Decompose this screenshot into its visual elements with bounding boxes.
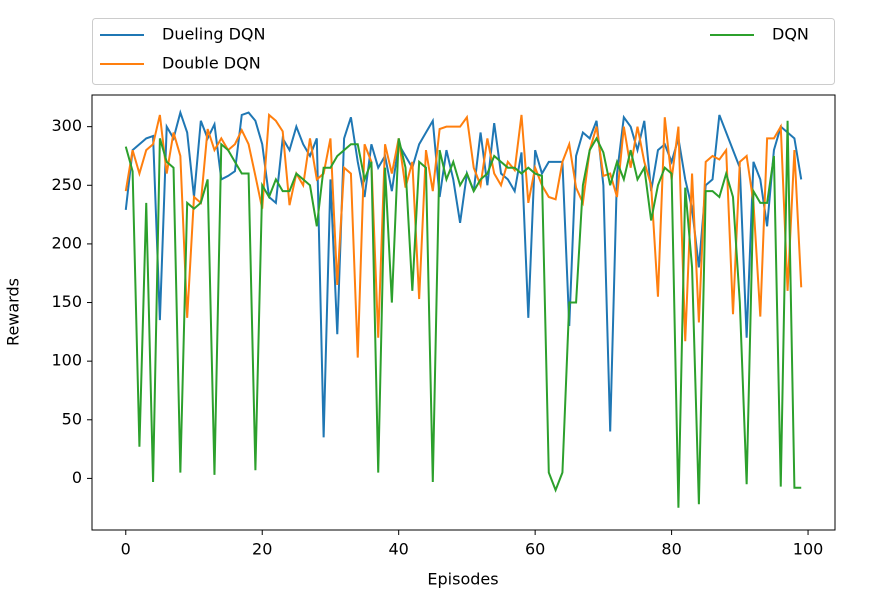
- x-tick-label: 100: [793, 540, 824, 559]
- x-tick-label: 60: [525, 540, 545, 559]
- y-axis-label: Rewards: [4, 278, 23, 346]
- x-tick-label: 80: [661, 540, 681, 559]
- y-tick-label: 200: [51, 233, 82, 252]
- x-tick-label: 40: [389, 540, 409, 559]
- y-tick-label: 300: [51, 116, 82, 135]
- y-tick-label: 100: [51, 351, 82, 370]
- line-series: [124, 109, 803, 438]
- y-tick-label: 150: [51, 292, 82, 311]
- legend-box: [92, 18, 835, 85]
- x-axis-label: Episodes: [427, 570, 498, 589]
- line-series: [124, 112, 803, 358]
- x-tick-label: 0: [121, 540, 131, 559]
- y-tick-label: 250: [51, 175, 82, 194]
- legend-label: Double DQN: [162, 54, 261, 73]
- y-tick-label: 0: [72, 468, 82, 487]
- y-tick-label: 50: [62, 409, 82, 428]
- legend-label: Dueling DQN: [162, 25, 265, 44]
- plot-frame: [91, 94, 836, 531]
- line-series: [124, 120, 802, 508]
- legend-label: DQN: [772, 25, 809, 44]
- x-tick-label: 20: [252, 540, 272, 559]
